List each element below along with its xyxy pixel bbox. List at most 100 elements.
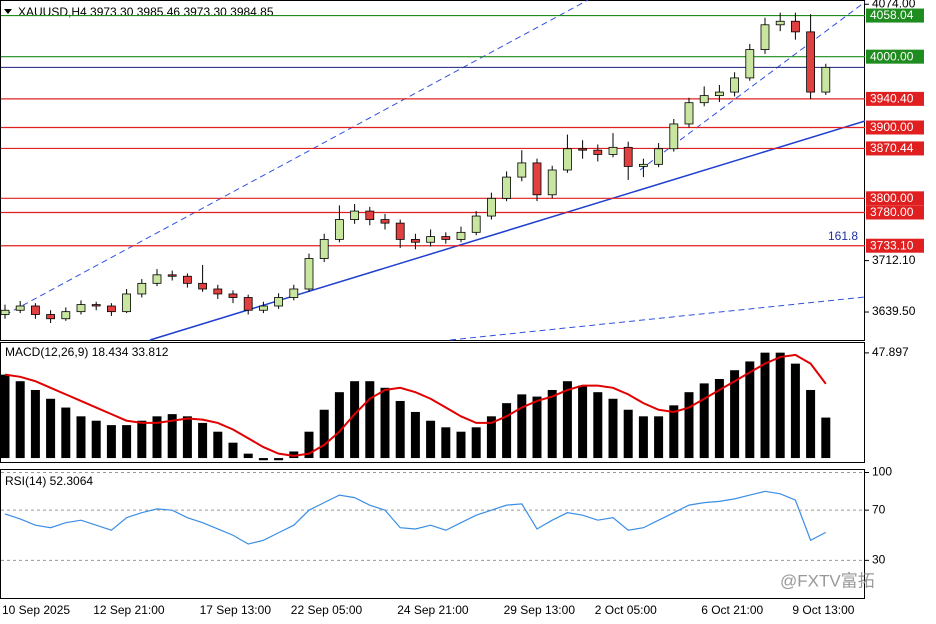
candle-body (684, 102, 694, 125)
macd-bar (471, 427, 481, 459)
macd-bar (821, 417, 831, 459)
candle-body (319, 239, 329, 259)
candle-body (91, 304, 101, 307)
level-label-box (866, 205, 924, 220)
macd-bar (623, 409, 633, 459)
candle-body (365, 210, 375, 220)
macd-bar (274, 458, 284, 461)
x-tick-label: 12 Sep 21:00 (93, 603, 165, 617)
candle-body (46, 314, 55, 320)
macd-bar (714, 379, 724, 459)
candle-body (806, 31, 815, 93)
candle-body (304, 258, 314, 290)
macd-bar (502, 403, 512, 459)
candle-body (410, 239, 420, 243)
macd-bar (684, 392, 694, 459)
macd-bar (562, 381, 572, 459)
fib-annotation: 161.8 (828, 229, 858, 243)
candle-body (547, 169, 557, 196)
macd-bar (304, 431, 314, 459)
y-tick-label: 47.897 (872, 345, 909, 359)
macd-bar (228, 442, 238, 459)
macd-bar (517, 394, 527, 459)
candle-body (669, 123, 679, 150)
candle-body (623, 146, 633, 167)
menu-icon[interactable] (4, 9, 12, 14)
signal-line (4, 353, 827, 457)
candle-body (517, 162, 527, 178)
rsi-line (4, 490, 827, 545)
level-label-box (866, 141, 924, 156)
candle-body (198, 282, 208, 290)
y-tick-label: 100 (872, 465, 892, 479)
candle-body (486, 197, 496, 217)
macd-bar (0, 374, 10, 459)
macd-bar (790, 363, 800, 459)
macd-bar (395, 400, 405, 459)
candle-body (107, 305, 116, 313)
macd-bar (441, 427, 451, 459)
y-tick-label: 3712.10 (872, 253, 916, 267)
macd-bar (46, 398, 56, 459)
x-tick-label: 10 Sep 2025 (2, 603, 70, 617)
macd-bar (30, 389, 40, 459)
channel-line (639, 1, 866, 171)
macd-bar (15, 381, 25, 459)
level-label: 3900.00 (870, 120, 914, 134)
candle-body (182, 275, 192, 284)
macd-bar (243, 453, 253, 459)
y-tick-label: 4074.00 (872, 0, 916, 10)
macd-bar (578, 385, 588, 459)
candle-body (715, 91, 724, 97)
trend-line (149, 120, 866, 341)
macd-bar (167, 414, 177, 459)
candle-body (76, 304, 86, 313)
level-label: 3940.40 (870, 92, 914, 106)
macd-title: MACD(12,26,9) 18.434 33.812 (5, 345, 169, 359)
macd-bar (547, 389, 557, 459)
rsi-panel (0, 469, 865, 599)
level-label-box (866, 8, 924, 23)
level-label: 4000.00 (870, 49, 914, 63)
macd-bar (760, 352, 770, 459)
candle-body (441, 236, 451, 240)
macd-bar (593, 392, 603, 459)
level-label: 3800.00 (870, 191, 914, 205)
candle-body (775, 20, 785, 26)
macd-bar (350, 381, 360, 459)
channel-line (4, 0, 589, 316)
macd-bar (410, 411, 420, 459)
macd-bar (806, 389, 816, 459)
candle-body (760, 24, 770, 50)
candle-body (274, 297, 284, 307)
channel-line (449, 296, 866, 341)
candle-body (502, 176, 512, 199)
candle-body (30, 305, 40, 315)
candle-body (350, 210, 360, 220)
candle-body (258, 305, 268, 311)
macd-bar (122, 425, 132, 459)
macd-bar (91, 420, 101, 459)
level-label-box (866, 49, 924, 64)
macd-bar (334, 392, 344, 459)
rsi-title: RSI(14) 52.3064 (5, 474, 93, 488)
candle-body (243, 297, 253, 311)
candle-body (0, 309, 10, 315)
level-label-box (866, 120, 924, 135)
candle-body (334, 219, 344, 240)
candle-body (213, 288, 223, 295)
macd-bar (258, 458, 268, 461)
candle-body (608, 146, 618, 155)
candle-body (228, 293, 238, 298)
candle-body (152, 274, 162, 284)
candle-body (639, 163, 648, 167)
macd-bar (532, 396, 542, 459)
candle-body (578, 148, 587, 151)
candle-body (699, 95, 709, 104)
macd-bar (486, 416, 496, 459)
candle-body (654, 148, 663, 165)
candle-body (61, 311, 71, 320)
candle-body (532, 162, 542, 196)
macd-bar (213, 431, 223, 459)
